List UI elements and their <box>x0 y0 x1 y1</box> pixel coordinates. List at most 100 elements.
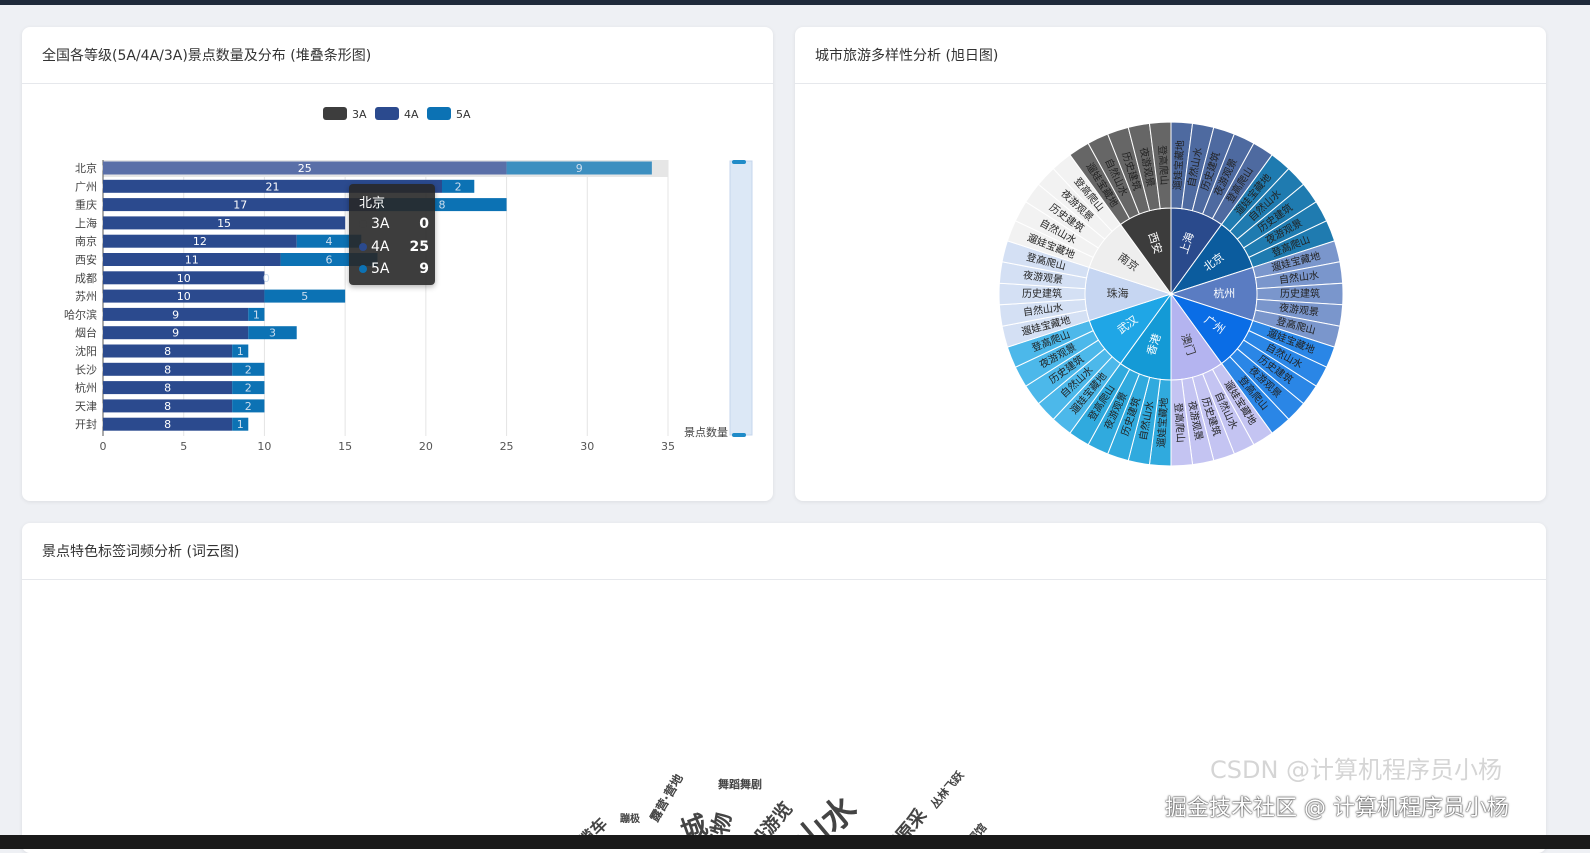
y-tick-label: 烟台 <box>75 326 97 340</box>
data-label-5A: 8 <box>439 199 446 212</box>
x-tick-label: 30 <box>580 440 594 453</box>
sunburst-city-label: 香港 <box>1144 332 1163 357</box>
bar-5A <box>232 381 265 395</box>
bar-4A <box>103 216 346 230</box>
data-label-5A: 1 <box>237 418 244 431</box>
sunburst-city-label: 西安 <box>1145 230 1165 255</box>
data-label-4A: 8 <box>164 363 171 376</box>
legend-swatch-5A <box>427 107 451 120</box>
bar-4A <box>103 344 233 358</box>
y-tick-label: 长沙 <box>75 363 97 376</box>
sunburst-tag-label: 历史建筑 <box>1022 287 1062 300</box>
bar-chart-title: 全国各等级(5A/4A/3A)景点数量及分布 (堆叠条形图) <box>22 27 773 84</box>
y-tick-label: 北京 <box>75 161 97 175</box>
y-tick-label: 南京 <box>75 234 97 248</box>
sunburst-tag-label: 历史建筑 <box>1280 287 1320 300</box>
word-露营·营地: 露营·营地 <box>646 771 685 824</box>
y-tick-label: 成都 <box>75 272 97 285</box>
data-label-5A: 1 <box>237 345 244 358</box>
y-tick-label: 苏州 <box>75 290 97 303</box>
x-tick-label: 20 <box>419 440 433 453</box>
data-label-5A: 6 <box>326 254 333 267</box>
bar-5A <box>506 161 652 175</box>
sunburst-tag-label: 登高爬山 <box>1156 145 1171 186</box>
y-tick-label: 天津 <box>75 400 97 413</box>
bottom-bar <box>0 835 1590 849</box>
word-山水: 山水 <box>787 788 866 836</box>
y-tick-label: 上海 <box>75 216 97 230</box>
sunburst-city-label: 珠海 <box>1107 286 1129 300</box>
word-丛林飞跃: 丛林飞跃 <box>927 770 967 811</box>
bar-4A <box>103 161 507 175</box>
bar-4A <box>103 198 378 212</box>
y-tick-label: 重庆 <box>75 198 97 212</box>
word-草原采: 草原采 <box>880 804 932 836</box>
sunburst-title: 城市旅游多样性分析 (旭日图) <box>795 27 1546 84</box>
data-label-5A: 4 <box>326 235 333 248</box>
data-label-4A: 9 <box>172 327 179 340</box>
y-tick-label: 西安 <box>75 253 97 267</box>
word-城: 城 <box>677 810 712 836</box>
data-label-5A: 2 <box>245 382 252 395</box>
bar-5A <box>232 417 249 431</box>
chart-tooltip: 北京 3A 0 4A 25 5A 9 <box>349 184 435 285</box>
sunburst-city-label: 上海 <box>1176 230 1196 255</box>
bar-4A <box>103 326 249 340</box>
bar-4A <box>103 417 233 431</box>
tooltip-row-4a: 4A 25 <box>359 239 429 255</box>
bar-4A <box>103 381 233 395</box>
tooltip-row-5a: 5A 9 <box>359 261 429 277</box>
datazoom-handle-top <box>732 160 746 164</box>
wordcloud-card: 景点特色标签词频分析 (词云图) <box>22 523 1546 853</box>
word-探馆: 探馆 <box>965 821 990 836</box>
bar-5A <box>232 362 265 376</box>
data-label-4A: 8 <box>164 382 171 395</box>
sunburst-tag-label: 登高爬山 <box>1172 402 1187 443</box>
tooltip-row-3a: 3A 0 <box>359 216 429 232</box>
bar-4A <box>103 253 281 266</box>
legend-label-4A: 4A <box>404 108 419 121</box>
data-label-5A: 5 <box>301 290 308 303</box>
datazoom-handle-bottom <box>732 433 746 437</box>
x-tick-label: 15 <box>338 440 352 453</box>
bar-5A <box>264 289 346 303</box>
word-缆车: 缆车 <box>575 814 611 836</box>
bar-4A <box>103 362 233 376</box>
sunburst-tag-segment <box>1148 121 1172 210</box>
data-label-5A: 2 <box>245 363 252 376</box>
y-tick-label: 广州 <box>75 180 97 193</box>
word-乘船游览: 乘船游览 <box>733 797 797 836</box>
bar-5A <box>442 179 475 193</box>
data-label-4A: 25 <box>298 162 312 175</box>
juejin-watermark: 掘金技术社区 @ 计算机程序员小杨 <box>1165 796 1509 821</box>
sunburst-tag-label: 遛娃宝藏地 <box>1154 397 1170 448</box>
bar-4A <box>103 307 249 321</box>
data-label-4A: 8 <box>164 418 171 431</box>
data-label-5A: 0 <box>263 272 270 285</box>
sunburst-city-label: 澳门 <box>1178 332 1198 357</box>
tooltip-title: 北京 <box>359 196 386 211</box>
sunburst-tag-label: 遛娃宝藏地 <box>1171 140 1187 191</box>
data-label-4A: 15 <box>217 217 231 230</box>
legend-label-3A: 3A <box>352 108 367 121</box>
word-舞蹈舞剧: 舞蹈舞剧 <box>718 777 762 791</box>
y-tick-label: 沈阳 <box>75 344 97 358</box>
top-bar <box>0 0 1590 5</box>
sunburst-city-label: 杭州 <box>1213 286 1235 300</box>
bar-5A <box>296 234 362 248</box>
data-label-5A: 2 <box>245 400 252 413</box>
data-label-5A: 1 <box>253 308 260 321</box>
bar-4A <box>103 271 265 285</box>
bar-4A <box>103 234 297 248</box>
bar-4A <box>103 399 233 413</box>
x-tick-label: 25 <box>500 440 514 453</box>
stacked-bar-chart: 3A4A5A05101520253035北京0259广州0212重庆0178上海… <box>64 107 753 453</box>
data-label-4A: 12 <box>193 235 207 248</box>
data-label-4A: 11 <box>185 254 199 267</box>
y-tick-label: 杭州 <box>75 381 97 395</box>
y-tick-label: 开封 <box>75 417 97 431</box>
data-label-4A: 21 <box>266 180 280 193</box>
bar-5A <box>248 326 297 340</box>
word-蹦极: 蹦极 <box>620 812 641 825</box>
